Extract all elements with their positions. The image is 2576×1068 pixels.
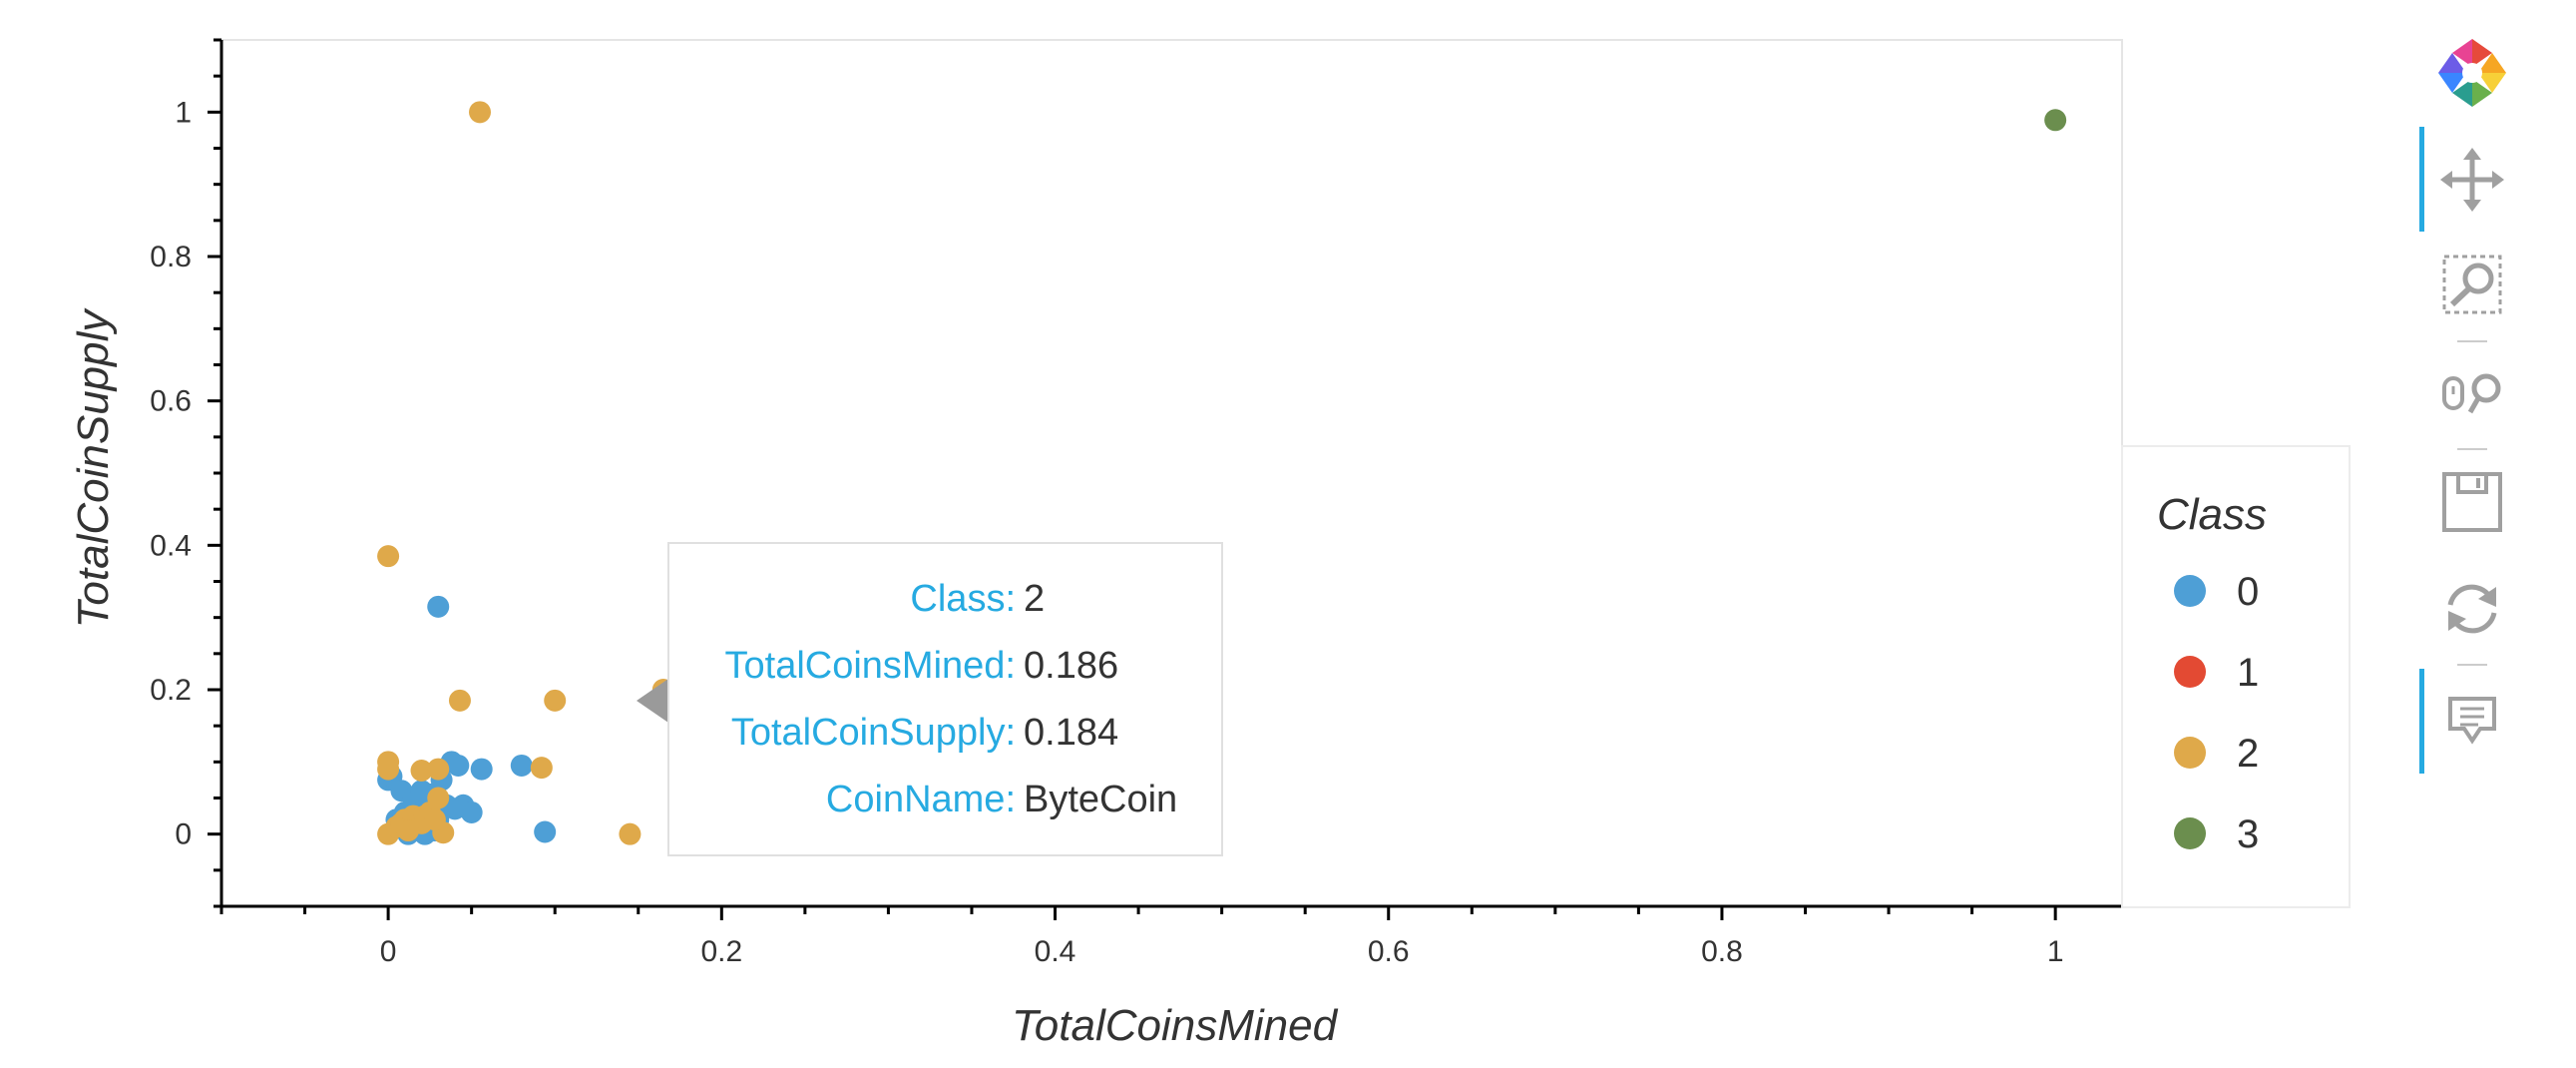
data-point-class-0[interactable] [410,780,433,802]
pan-active-indicator [2419,127,2424,232]
toolbar [2419,39,2506,774]
data-point-class-2[interactable] [544,689,567,712]
tooltip-value: 0.184 [1024,712,1118,754]
legend-title: Class [2157,490,2267,539]
legend-label: 3 [2237,812,2259,856]
tooltip-key: Class: [910,578,1016,620]
data-point-class-2[interactable] [377,545,400,568]
x-tick-label: 1 [2047,935,2064,968]
data-point-class-3[interactable] [2044,109,2067,132]
data-point-class-2[interactable] [469,101,492,124]
y-axis: 0 0.2 0.4 0.6 0.8 1 [150,38,223,908]
legend: Class 0 1 2 3 [2121,445,2351,908]
x-axis-title: TotalCoinsMined [1012,1001,1339,1050]
box-zoom-icon[interactable] [2442,255,2502,314]
hover-icon[interactable] [2448,697,2496,745]
tooltip-key: TotalCoinSupply: [731,712,1016,754]
bokeh-logo-icon[interactable] [2438,39,2506,107]
y-tick-label: 0.6 [150,385,192,418]
y-tick-label: 0.4 [150,529,192,562]
data-point-class-0[interactable] [510,754,533,777]
legend-swatch-3 [2174,817,2206,849]
data-point-class-0[interactable] [447,754,470,777]
data-point-class-2[interactable] [530,757,553,780]
tooltip-box [667,542,1223,856]
y-tick-label: 1 [175,96,192,129]
data-point-class-0[interactable] [470,758,493,781]
data-point-class-2[interactable] [619,822,642,845]
data-point-class-2[interactable] [448,689,471,712]
data-point-class-0[interactable] [460,801,483,823]
y-tick-label: 0.8 [150,241,192,273]
hover-active-indicator [2419,669,2424,774]
wheel-zoom-icon[interactable] [2442,373,2501,414]
tooltip-pointer [637,679,668,723]
legend-swatch-1 [2174,656,2206,688]
data-point-class-2[interactable] [377,758,400,781]
data-points[interactable] [377,101,2067,845]
legend-swatch-0 [2174,575,2206,607]
y-tick-label: 0 [175,818,192,851]
legend-label: 1 [2237,651,2259,695]
legend-box [2121,445,2351,908]
y-axis-title: TotalCoinSupply [69,307,118,629]
y-tick-label: 0.2 [150,674,192,707]
data-point-class-2[interactable] [397,819,420,842]
tooltip-key: TotalCoinsMined: [725,645,1016,687]
data-point-class-2[interactable] [423,808,446,831]
tooltip-value: 0.186 [1024,645,1118,687]
save-icon[interactable] [2442,472,2502,532]
data-point-class-0[interactable] [427,595,450,618]
x-axis: 0 0.2 0.4 0.6 0.8 1 [219,904,2122,968]
x-tick-label: 0.2 [700,935,742,968]
data-point-class-2[interactable] [427,758,450,781]
x-tick-label: 0.4 [1035,935,1076,968]
data-point-class-2[interactable] [410,760,433,783]
legend-label: 0 [2237,570,2259,614]
pan-icon[interactable] [2440,148,2504,212]
data-point-class-0[interactable] [534,820,557,843]
tooltip-value: 2 [1024,578,1045,620]
x-tick-label: 0.6 [1368,935,1410,968]
legend-swatch-2 [2174,737,2206,769]
reset-icon[interactable] [2447,584,2497,634]
x-tick-label: 0.8 [1701,935,1743,968]
legend-label: 2 [2237,732,2259,776]
x-tick-label: 0 [380,935,397,968]
tooltip-value: ByteCoin [1024,779,1177,820]
tooltip-key: CoinName: [826,779,1016,820]
